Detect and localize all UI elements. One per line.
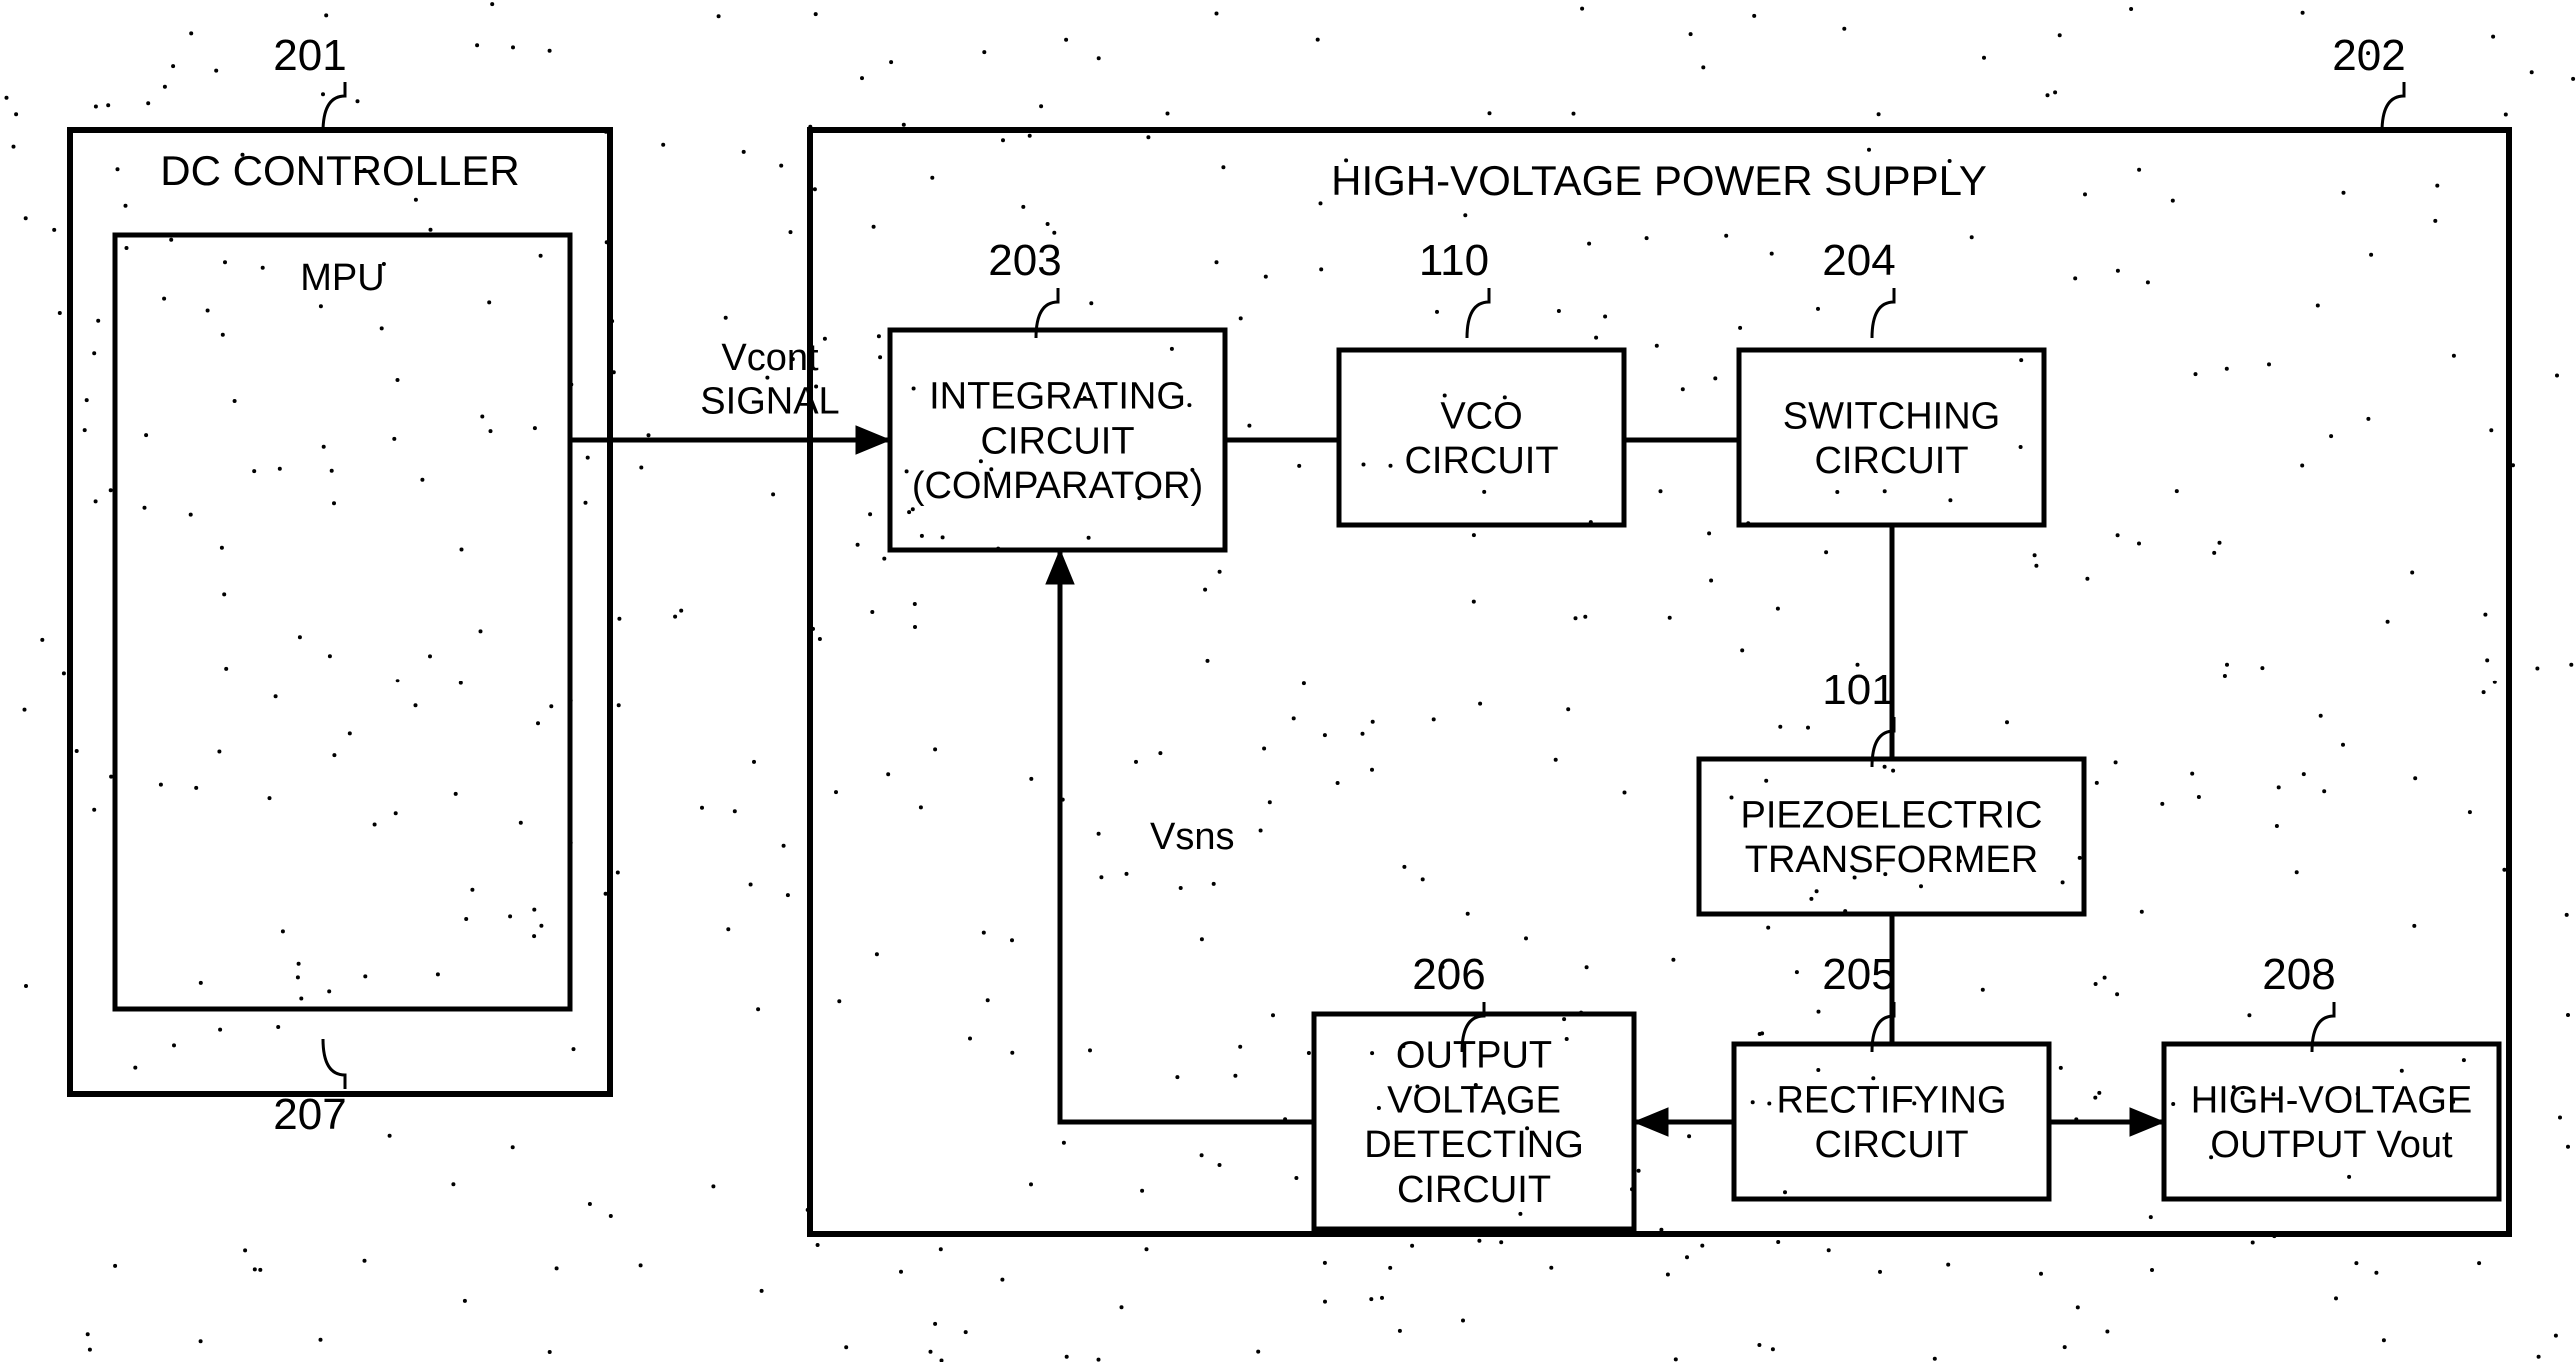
signal-label-vcont-1: SIGNAL	[700, 381, 839, 423]
block-switching: SWITCHINGCIRCUIT 204	[1739, 236, 2044, 525]
block-hv_supply: HIGH-VOLTAGE POWER SUPPLY 202	[810, 31, 2509, 1234]
block-rect-vco	[1339, 350, 1624, 525]
ref-num-rectifying: 205	[1822, 950, 1895, 999]
block-label-switching-1: CIRCUIT	[1814, 440, 1968, 482]
block-rect-switching	[1739, 350, 2044, 525]
block-label-piezo-1: TRANSFORMER	[1745, 839, 2038, 881]
block-dc_controller: DC CONTROLLER 201	[70, 31, 610, 1094]
block-out_detect: OUTPUTVOLTAGEDETECTINGCIRCUIT 206	[1314, 950, 1634, 1229]
signal-label-vsns: Vsns	[1150, 816, 1234, 858]
block-label-switching-0: SWITCHING	[1783, 395, 2000, 437]
block-diagram-root: DC CONTROLLER 201 HIGH-VOLTAGE POWER SUPPL…	[0, 0, 2576, 1362]
ref-leader	[1872, 288, 1894, 338]
block-label-vco-1: CIRCUIT	[1404, 440, 1558, 482]
block-rect-rectifying	[1734, 1044, 2049, 1199]
block-label-out_detect-1: VOLTAGE	[1387, 1079, 1561, 1121]
block-label-mpu-0: MPU	[300, 257, 384, 299]
block-label-hv_output-1: OUTPUT Vout	[2210, 1124, 2453, 1166]
block-label-vco-0: VCO	[1440, 395, 1522, 437]
block-label-integrating-0: INTEGRATING	[929, 375, 1186, 417]
block-rect-hv_supply	[810, 130, 2509, 1234]
container-title-hv_supply: HIGH-VOLTAGE POWER SUPPLY	[1331, 157, 1987, 204]
arrowhead	[856, 426, 890, 454]
block-label-rectifying-0: RECTIFYING	[1776, 1079, 2006, 1121]
block-label-rectifying-1: CIRCUIT	[1814, 1124, 1968, 1166]
block-hv_output: HIGH-VOLTAGEOUTPUT Vout 208	[2164, 950, 2499, 1199]
block-integrating: INTEGRATINGCIRCUIT(COMPARATOR) 203	[890, 236, 1225, 550]
ref-num-switching: 204	[1822, 236, 1895, 285]
ref-num-hv_output: 208	[2262, 950, 2335, 999]
ref-leader	[1467, 288, 1489, 338]
ref-leader	[323, 82, 345, 132]
ref-num-dc_controller: 201	[273, 31, 346, 80]
block-label-out_detect-3: CIRCUIT	[1397, 1169, 1551, 1211]
arrowhead	[2130, 1108, 2164, 1136]
arrowhead	[1634, 1108, 1668, 1136]
ref-num-integrating: 203	[988, 236, 1061, 285]
ref-num-out_detect: 206	[1412, 950, 1485, 999]
ref-num-hv_supply: 202	[2332, 31, 2405, 80]
block-rect-piezo	[1699, 759, 2084, 914]
signal-label-vcont-0: Vcont	[721, 337, 819, 379]
block-rect-mpu	[115, 235, 570, 1009]
block-label-piezo-0: PIEZOELECTRIC	[1741, 794, 2043, 836]
block-label-out_detect-0: OUTPUT	[1396, 1035, 1552, 1077]
ref-leader	[323, 1039, 345, 1089]
noise-layer	[5, 2, 2576, 1362]
container-title-dc_controller: DC CONTROLLER	[160, 147, 519, 194]
ref-num-piezo: 101	[1822, 666, 1895, 714]
block-rect-hv_output	[2164, 1044, 2499, 1199]
ref-leader	[2382, 82, 2404, 132]
block-label-integrating-1: CIRCUIT	[980, 420, 1134, 462]
block-label-integrating-2: (COMPARATOR)	[912, 465, 1203, 507]
block-label-hv_output-0: HIGH-VOLTAGE	[2191, 1079, 2473, 1121]
ref-num-mpu: 207	[273, 1090, 346, 1139]
ref-num-vco: 110	[1419, 236, 1489, 285]
block-label-out_detect-2: DETECTING	[1364, 1124, 1584, 1166]
block-mpu: MPU 207	[115, 235, 570, 1139]
arrowhead	[1046, 550, 1074, 584]
block-vco: VCOCIRCUIT 110	[1339, 236, 1624, 525]
